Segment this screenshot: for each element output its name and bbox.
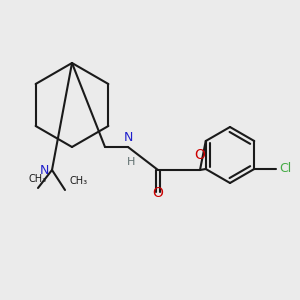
Text: CH₃: CH₃ — [29, 174, 47, 184]
Text: N: N — [40, 164, 49, 176]
Text: N: N — [123, 131, 133, 144]
Text: O: O — [153, 186, 164, 200]
Text: Cl: Cl — [279, 163, 292, 176]
Text: H: H — [127, 157, 135, 167]
Text: O: O — [195, 148, 206, 162]
Text: CH₃: CH₃ — [69, 176, 87, 186]
